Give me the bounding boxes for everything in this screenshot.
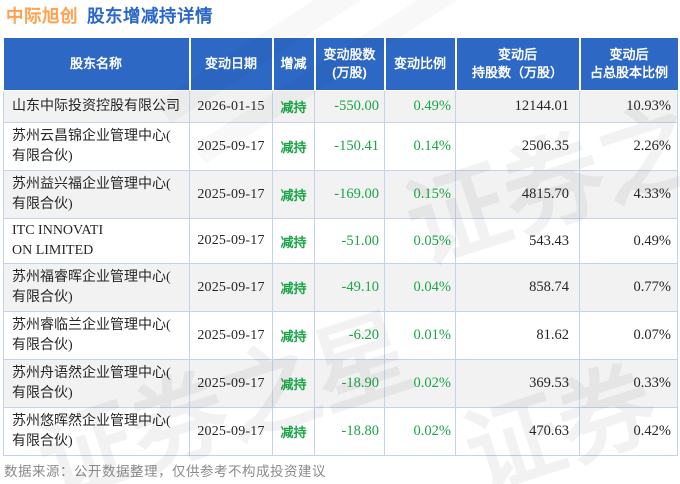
col-header-change-ratio: 变动比例: [384, 38, 457, 91]
change-date: 2026-01-15: [189, 90, 273, 123]
change-ratio: 0.02%: [384, 359, 456, 408]
stock-name: 中际旭创: [6, 6, 78, 26]
shares-after: 4815.70: [455, 170, 580, 219]
shares-after: 858.74: [455, 263, 580, 312]
change-ratio: 0.02%: [384, 407, 456, 456]
change-shares: -18.80: [314, 407, 385, 456]
table-header-row: 股东名称 变动日期 增减 变动股数 (万股) 变动比例 变动后 持股数（万股） …: [3, 38, 678, 91]
total-ratio-after: 2.26%: [579, 122, 678, 171]
total-ratio-after: 0.49%: [579, 218, 678, 264]
shares-after: 12144.01: [455, 90, 580, 123]
change-shares: -49.10: [314, 263, 385, 312]
action-label: 减持: [272, 311, 315, 360]
shares-after: 2506.35: [455, 122, 580, 171]
change-shares: -550.00: [314, 90, 385, 123]
change-ratio: 0.15%: [384, 170, 456, 219]
shareholder-name: 苏州益兴福企业管理中心( 有限合伙): [3, 170, 190, 219]
change-date: 2025-09-17: [189, 170, 273, 219]
change-shares: -150.41: [314, 122, 385, 171]
table-row: 苏州云昌锦企业管理中心( 有限合伙) 2025-09-17 减持 -150.41…: [3, 122, 678, 171]
table-row: 苏州舟语然企业管理中心( 有限合伙) 2025-09-17 减持 -18.90 …: [3, 359, 678, 408]
table-row: 苏州福睿晖企业管理中心( 有限合伙) 2025-09-17 减持 -49.10 …: [3, 263, 678, 312]
col-header-total-ratio-after: 变动后 占总股本比例: [579, 38, 678, 91]
action-label: 减持: [272, 170, 315, 219]
total-ratio-after: 0.42%: [579, 407, 678, 456]
shareholder-name: 苏州悠晖然企业管理中心( 有限合伙): [3, 407, 190, 456]
change-date: 2025-09-17: [189, 407, 273, 456]
change-shares: -169.00: [314, 170, 385, 219]
col-header-shareholder-name: 股东名称: [3, 38, 191, 91]
shareholder-name: 苏州云昌锦企业管理中心( 有限合伙): [3, 122, 190, 171]
shareholder-name: 苏州福睿晖企业管理中心( 有限合伙): [3, 263, 190, 312]
col-header-shares-after: 变动后 持股数（万股）: [455, 38, 581, 91]
col-header-action: 增减: [272, 38, 316, 91]
change-ratio: 0.01%: [384, 311, 456, 360]
col-header-change-date: 变动日期: [189, 38, 274, 91]
change-shares: -51.00: [314, 218, 385, 264]
action-label: 减持: [272, 359, 315, 408]
shares-after: 81.62: [455, 311, 580, 360]
total-ratio-after: 4.33%: [579, 170, 678, 219]
action-label: 减持: [272, 90, 315, 123]
change-shares: -6.20: [314, 311, 385, 360]
change-ratio: 0.49%: [384, 90, 456, 123]
data-source-note: 数据来源：公开数据整理，仅供参考不构成投资建议: [4, 464, 326, 479]
total-ratio-after: 0.07%: [579, 311, 678, 360]
col-header-change-shares: 变动股数 (万股): [314, 38, 386, 91]
shares-after: 470.63: [455, 407, 580, 456]
table-row: 苏州睿临兰企业管理中心( 有限合伙) 2025-09-17 减持 -6.20 0…: [3, 311, 678, 360]
shareholder-name: 苏州睿临兰企业管理中心( 有限合伙): [3, 311, 190, 360]
table-row: 山东中际投资控股有限公司 2026-01-15 减持 -550.00 0.49%…: [3, 90, 678, 123]
shareholder-name: ITC INNOVATI ON LIMITED: [3, 218, 190, 264]
action-label: 减持: [272, 122, 315, 171]
page-title: 中际旭创 股东增减持详情: [6, 5, 213, 27]
action-label: 减持: [272, 218, 315, 264]
change-ratio: 0.14%: [384, 122, 456, 171]
shareholder-name: 山东中际投资控股有限公司: [3, 90, 190, 123]
action-label: 减持: [272, 263, 315, 312]
shareholder-change-table: 股东名称 变动日期 增减 变动股数 (万股) 变动比例 变动后 持股数（万股） …: [3, 38, 678, 456]
page-title-text: 股东增减持详情: [87, 6, 213, 26]
change-shares: -18.90: [314, 359, 385, 408]
table-row: 苏州悠晖然企业管理中心( 有限合伙) 2025-09-17 减持 -18.80 …: [3, 407, 678, 456]
shareholder-name: 苏州舟语然企业管理中心( 有限合伙): [3, 359, 190, 408]
action-label: 减持: [272, 407, 315, 456]
change-date: 2025-09-17: [189, 122, 273, 171]
shares-after: 369.53: [455, 359, 580, 408]
change-date: 2025-09-17: [189, 263, 273, 312]
table-row: ITC INNOVATI ON LIMITED 2025-09-17 减持 -5…: [3, 218, 678, 264]
change-ratio: 0.04%: [384, 263, 456, 312]
total-ratio-after: 0.33%: [579, 359, 678, 408]
change-ratio: 0.05%: [384, 218, 456, 264]
table-row: 苏州益兴福企业管理中心( 有限合伙) 2025-09-17 减持 -169.00…: [3, 170, 678, 219]
shares-after: 543.43: [455, 218, 580, 264]
change-date: 2025-09-17: [189, 311, 273, 360]
total-ratio-after: 0.77%: [579, 263, 678, 312]
change-date: 2025-09-17: [189, 218, 273, 264]
change-date: 2025-09-17: [189, 359, 273, 408]
total-ratio-after: 10.93%: [579, 90, 678, 123]
